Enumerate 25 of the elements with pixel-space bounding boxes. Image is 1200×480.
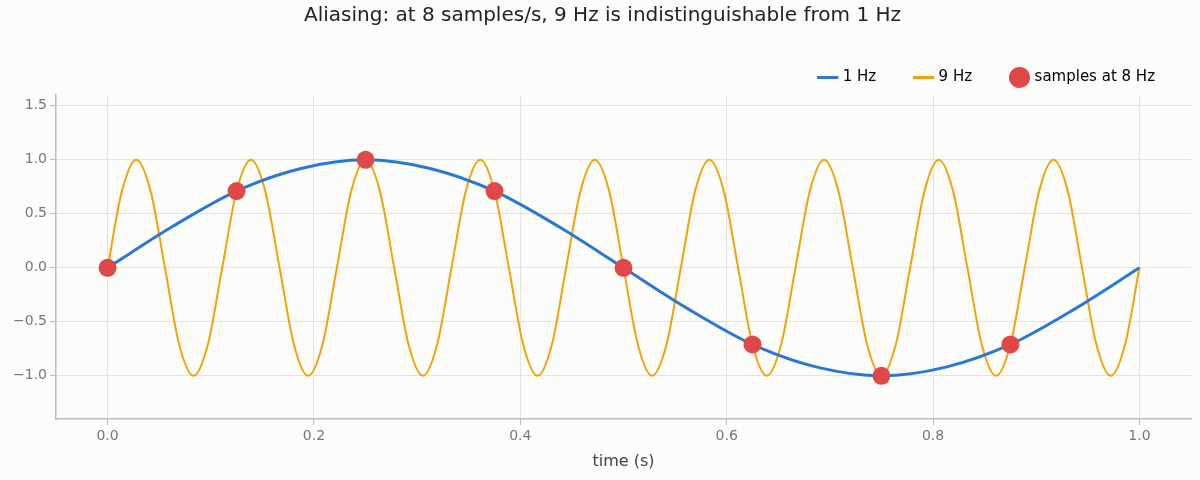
x-axis-title: time (s) xyxy=(592,450,655,470)
point xyxy=(872,366,891,385)
y-tick-label: 1.5 xyxy=(24,96,47,113)
x-tick-label: 1.0 xyxy=(1128,427,1151,444)
point xyxy=(227,182,246,201)
point xyxy=(614,258,633,277)
y-tick-label: −1.0 xyxy=(13,366,47,383)
x-tick-label: 0.8 xyxy=(921,427,945,444)
y-tick-label: 0.0 xyxy=(24,258,47,275)
y-tick-label: −0.5 xyxy=(13,312,47,329)
y-tick-label: 1.0 xyxy=(24,150,47,167)
point xyxy=(98,258,117,277)
legend-label: 9 Hz xyxy=(938,67,973,86)
point xyxy=(743,335,762,354)
x-tick-label: 0.4 xyxy=(509,427,532,444)
x-tick-label: 0.0 xyxy=(96,427,119,444)
x-tick-label: 0.2 xyxy=(302,427,326,444)
chart-title: Aliasing: at 8 samples/s, 9 Hz is indistinguishable from 1 Hz xyxy=(303,2,902,27)
legend-label: samples at 8 Hz xyxy=(1034,67,1156,86)
point xyxy=(1001,335,1020,354)
y-tick-label: 0.5 xyxy=(24,204,47,221)
point xyxy=(356,150,375,169)
legend-label: 1 Hz xyxy=(842,67,877,86)
point xyxy=(485,182,504,201)
x-tick-label: 0.6 xyxy=(715,427,738,444)
